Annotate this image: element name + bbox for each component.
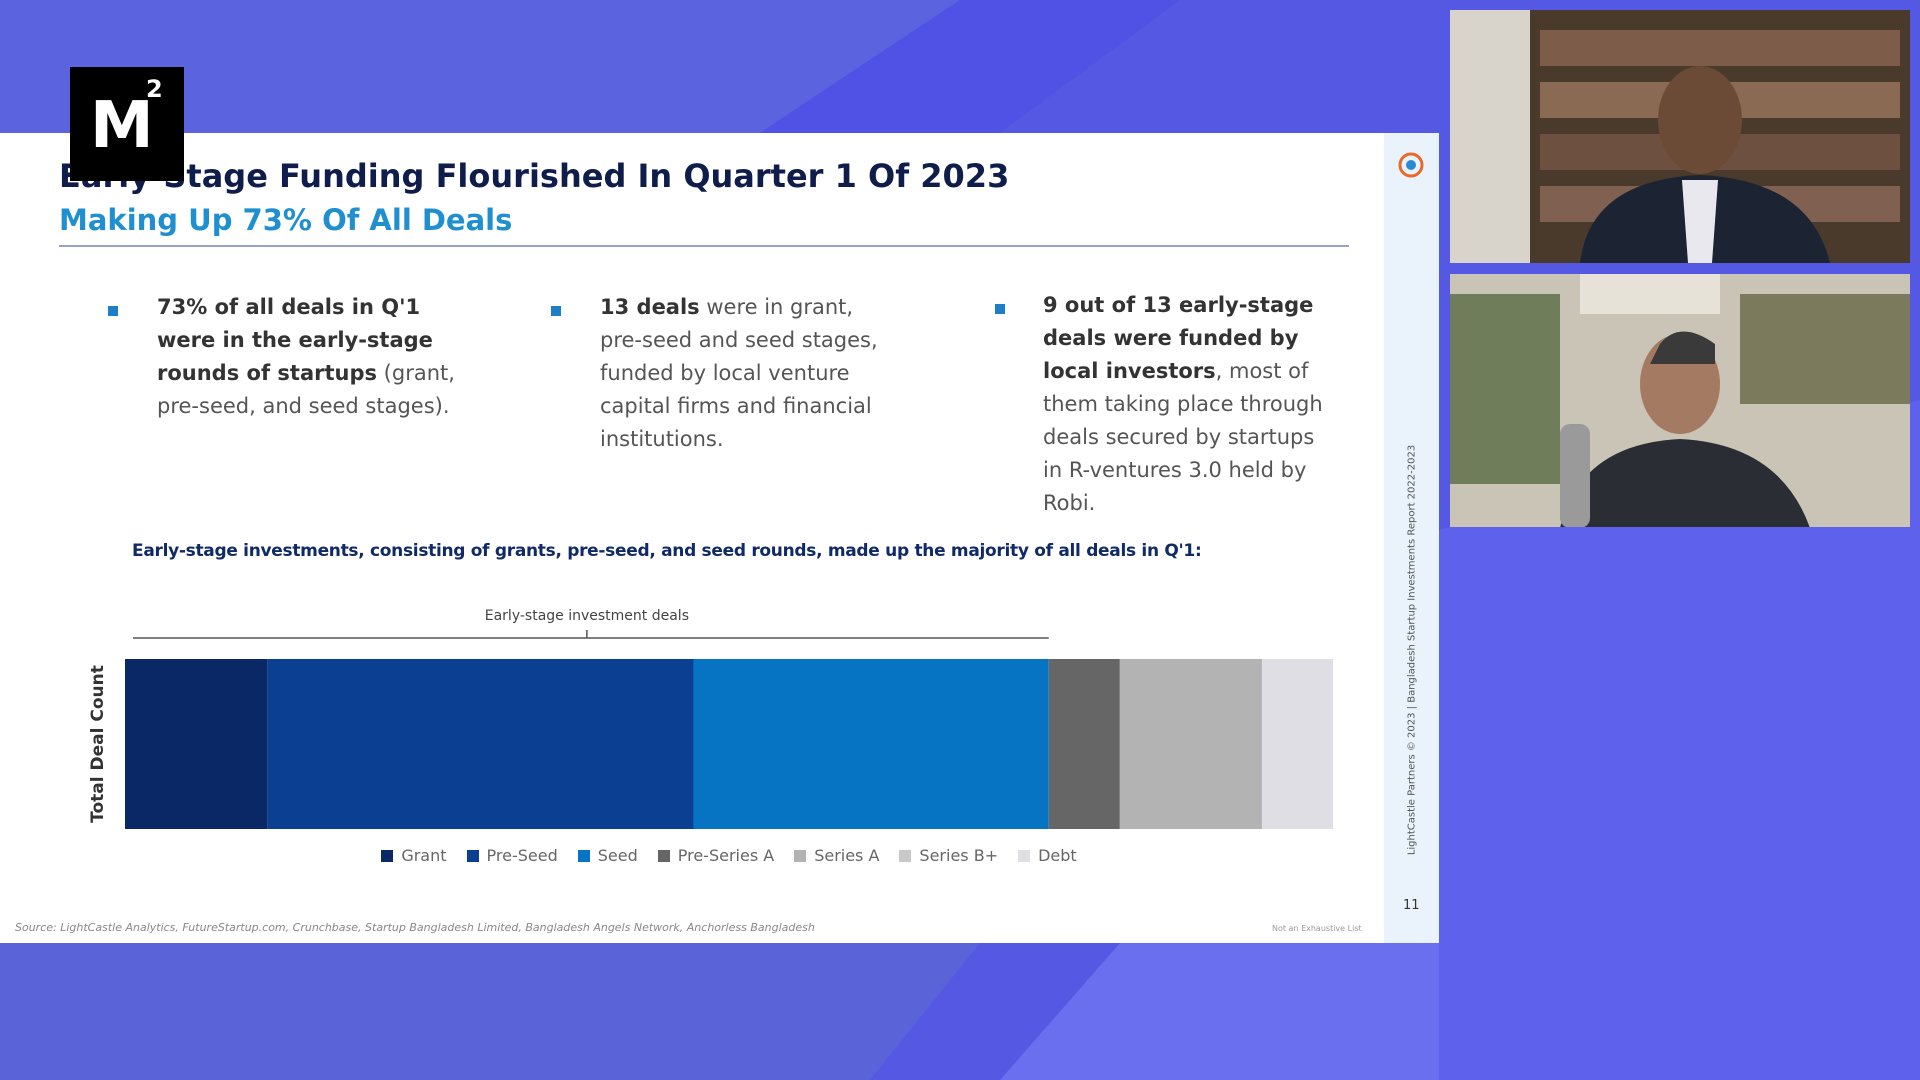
legend-item: Series B+	[899, 846, 998, 865]
legend-swatch	[657, 849, 670, 862]
bg-shape	[760, 0, 1180, 133]
legend-swatch	[381, 849, 394, 862]
chart: Total Deal Count Early-stage investment …	[88, 608, 1333, 829]
video-tile	[1450, 10, 1910, 263]
bullet-text: (grant, pre-seed, and seed stages).	[157, 361, 455, 418]
bullet-marker	[108, 306, 118, 316]
source: Source: LightCastle Analytics, FutureSta…	[15, 921, 815, 934]
legend-swatch	[899, 849, 912, 862]
note: Not an Exhaustive List	[1272, 924, 1362, 933]
video-tile	[1450, 274, 1910, 527]
chart-title: Early-stage investments, consisting of g…	[132, 541, 1202, 561]
bg-shape	[1439, 400, 1920, 1080]
bullet-bold: 73% of all deals in Q'1 were in the earl…	[157, 295, 433, 385]
legend-item: Pre-Series A	[657, 846, 775, 865]
corner-icon	[1398, 152, 1424, 178]
bullet-text: were in grant, pre-seed and seed stages,…	[600, 295, 878, 451]
bar-segment	[1261, 659, 1333, 829]
bar-segment	[1048, 659, 1120, 829]
bar-segment	[693, 659, 1049, 829]
legend-item: Series A	[794, 846, 879, 865]
bullet: 13 deals were in grant, pre-seed and see…	[600, 291, 900, 456]
bar-segment	[1119, 659, 1262, 829]
bullet-marker	[995, 304, 1005, 314]
slide-title: Early-Stage Funding Flourished In Quarte…	[59, 157, 1010, 195]
logo-exponent: 2	[146, 75, 163, 103]
bg-shape	[0, 0, 960, 133]
title-rule	[59, 245, 1349, 247]
annotation: Early-stage investment deals	[485, 608, 689, 624]
legend-label: Grant	[401, 846, 447, 865]
legend-swatch	[1018, 849, 1031, 862]
bg-shape	[1000, 943, 1439, 1080]
bullet-bold: 13 deals	[600, 295, 700, 319]
bullet-marker	[551, 306, 561, 316]
y-axis-label: Total Deal Count	[88, 665, 108, 823]
legend-label: Series B+	[919, 846, 999, 865]
bullet: 9 out of 13 early-stage deals were funde…	[1043, 289, 1333, 520]
legend-item: Debt	[1018, 846, 1077, 865]
legend-label: Pre-Series A	[677, 846, 775, 865]
legend-label: Pre-Seed	[486, 846, 558, 865]
legend-item: Seed	[577, 846, 638, 865]
bullet: 73% of all deals in Q'1 were in the earl…	[157, 291, 457, 423]
bullet-bold: 9 out of 13 early-stage deals were funde…	[1043, 293, 1314, 383]
slide-subtitle: Making Up 73% Of All Deals	[59, 203, 513, 237]
legend-label: Debt	[1038, 846, 1077, 865]
page-number: 11	[1403, 898, 1420, 913]
legend: Grant Pre-Seed Seed Pre-Series A Series A Ser…	[125, 846, 1333, 865]
legend-item: Pre-Seed	[466, 846, 558, 865]
bar-segment	[125, 659, 268, 829]
legend-item: Grant	[381, 846, 447, 865]
side-band	[1384, 133, 1439, 943]
bg-shape	[0, 943, 980, 1080]
logo: M 2	[70, 67, 184, 181]
legend-swatch	[794, 849, 807, 862]
bullet-text: , most of them taking place through deal…	[1043, 359, 1323, 515]
bar-segment	[267, 659, 694, 829]
legend-swatch	[466, 849, 479, 862]
logo-letter: M	[90, 89, 154, 163]
legend-label: Seed	[597, 846, 638, 865]
legend-swatch	[577, 849, 590, 862]
legend-label: Series A	[814, 846, 880, 865]
